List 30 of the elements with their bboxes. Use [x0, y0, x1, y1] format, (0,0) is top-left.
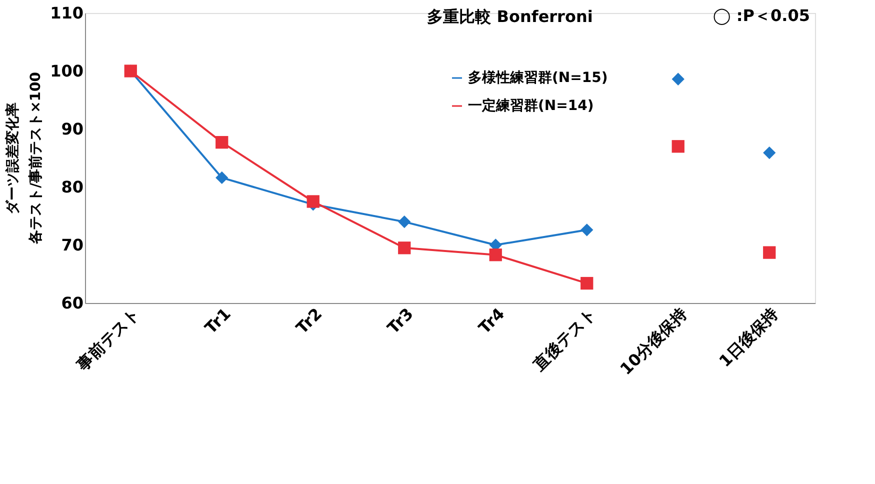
y-tick-label: 110: [50, 4, 84, 22]
x-tick-label: Tr4: [474, 304, 508, 338]
legend-label: 多様性練習群(N=15): [468, 70, 608, 86]
point: [398, 242, 411, 254]
point: [398, 215, 411, 228]
y-tick-label: 100: [50, 62, 84, 80]
x-tick-label: Tr3: [384, 304, 417, 338]
y-axis-title: ダーツ誤差変化率: [4, 102, 22, 214]
legend-label: 一定練習群(N=14): [468, 97, 594, 114]
point: [763, 246, 776, 259]
point: [216, 136, 228, 149]
point: [580, 224, 594, 236]
annotation: ◯ :P＜0.05: [712, 6, 810, 25]
text: 各テスト/事前テスト×100: [28, 72, 44, 246]
point: [216, 171, 228, 184]
point: [489, 248, 502, 262]
y-tick-label: 70: [61, 236, 84, 254]
y-tick-label: 80: [61, 178, 84, 196]
x-tick-label: 直後テスト: [528, 304, 600, 375]
point: [763, 146, 776, 160]
x-tick-label: 10分後保持: [616, 304, 691, 379]
point: [672, 72, 684, 86]
y-tick-label: 90: [61, 120, 84, 138]
x-tick-label: Tr1: [201, 304, 234, 338]
y-tick-label: 60: [61, 294, 84, 312]
x-tick-label: 1日後保持: [715, 304, 782, 371]
point: [672, 140, 684, 153]
point: [580, 276, 594, 290]
chart-title: 多重比較 Bonferroni: [427, 7, 593, 26]
x-tick-label: Tr2: [292, 304, 326, 338]
